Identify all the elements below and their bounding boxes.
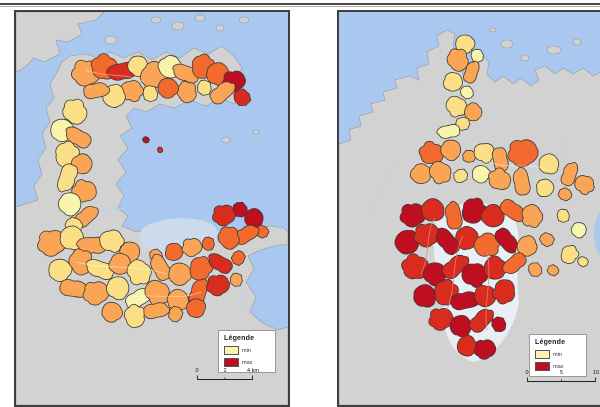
legend-label: min [553, 351, 562, 358]
min-color-swatch [224, 346, 239, 355]
scale-bar-labels: 0 5 10 [525, 370, 600, 377]
stream [488, 161, 550, 171]
island [252, 129, 260, 135]
scale-bar-labels: 0 2 4 km [195, 368, 258, 375]
scale-label-end: 4 km [247, 368, 259, 374]
choropleth-map-right: Légende min max 0 5 10 [337, 10, 600, 407]
scale-bar-line [527, 377, 596, 382]
scale-bar: 0 5 10 [525, 370, 600, 383]
legend-title: Légende [535, 339, 566, 346]
legend-label: min [242, 347, 251, 354]
choropleth-map-left: Légende min max 0 2 4 km [14, 10, 290, 407]
coastal-inlet [594, 212, 600, 256]
stream [485, 251, 490, 331]
legend-row-min: min [535, 350, 581, 359]
island [572, 38, 582, 46]
stream [125, 291, 202, 299]
island [489, 27, 497, 33]
scale-label-mid: 2 [223, 368, 227, 374]
scale-label-start: 0 [525, 370, 529, 376]
scale-label-start: 0 [195, 368, 199, 374]
stream [446, 235, 464, 311]
island [150, 16, 162, 24]
legend-row-min: min [224, 346, 270, 355]
island [104, 35, 118, 45]
stream [75, 261, 167, 275]
map-canvas-left [16, 12, 288, 405]
legend-row-max: max [535, 362, 581, 371]
legend-title: Légende [224, 335, 255, 342]
island [520, 54, 530, 62]
island [171, 21, 185, 31]
island [194, 14, 206, 22]
scale-label-mid: 5 [559, 370, 564, 376]
min-color-swatch [535, 350, 550, 359]
island [500, 39, 514, 49]
top-divider-shadow [0, 6, 600, 7]
watershed-polygon [142, 136, 150, 144]
island [238, 16, 250, 24]
legend-label: max [242, 359, 253, 366]
legend-label: max [553, 363, 564, 370]
legend-row-max: max [224, 358, 270, 367]
max-color-swatch [535, 362, 550, 371]
stream [420, 217, 436, 275]
stream-layer [75, 69, 202, 299]
stream-layer [420, 161, 550, 331]
legend-box: Légende min max [218, 330, 276, 373]
island [221, 136, 231, 144]
scale-label-end: 10 [592, 370, 600, 376]
legend-box: Légende min max [529, 334, 587, 377]
island [215, 24, 225, 32]
island [546, 45, 562, 55]
max-color-swatch [224, 358, 239, 367]
stream [85, 69, 145, 83]
northwest-shore [16, 12, 105, 73]
top-divider-line [0, 3, 600, 5]
scale-bar: 0 2 4 km [195, 368, 259, 381]
scale-bar-line [197, 375, 253, 380]
river [368, 161, 398, 213]
